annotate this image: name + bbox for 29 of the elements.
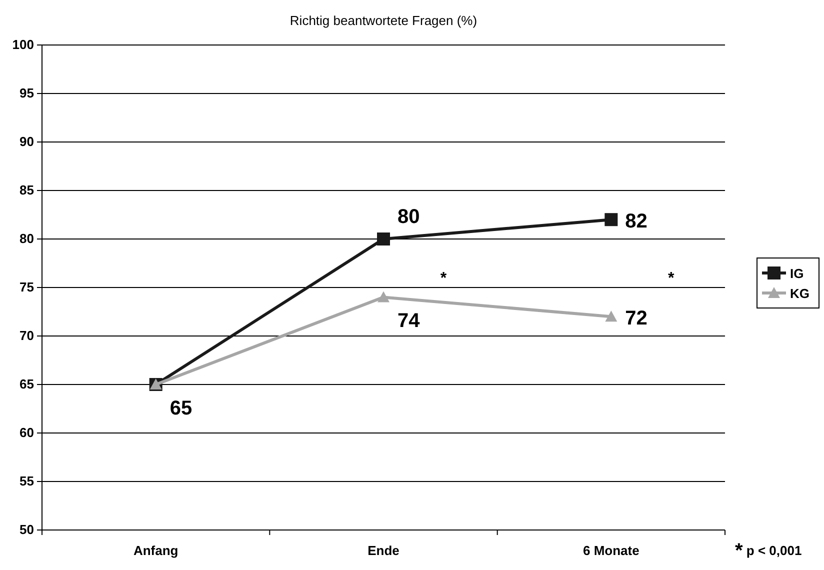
y-tick-label: 60	[20, 425, 34, 440]
data-label: 80	[398, 206, 420, 228]
data-label: 74	[398, 310, 421, 332]
annotation: *	[668, 270, 676, 287]
x-tick-label: Anfang	[133, 543, 178, 558]
y-tick-label: 95	[20, 86, 34, 100]
y-tick-label: 50	[20, 522, 34, 537]
annotation: *	[440, 270, 448, 287]
point	[604, 213, 618, 226]
point	[605, 310, 618, 322]
y-tick-label: 70	[20, 328, 34, 343]
data-label: 72	[625, 308, 648, 330]
y-tick-label: 85	[20, 182, 34, 198]
y-tick-label: 65	[20, 376, 34, 392]
y-tick-label: 80	[20, 231, 34, 246]
x-tick-label: Ende	[368, 543, 400, 558]
y-tick-label: 90	[20, 134, 34, 149]
data-label: 65	[170, 398, 192, 420]
y-tick-label: 75	[20, 280, 34, 294]
legend-label: KG	[790, 286, 810, 301]
chart-title: Richtig beantwortete Fragen (%)	[290, 13, 478, 28]
legend-label: IG	[790, 266, 804, 281]
text: * p < 0,001	[735, 540, 802, 562]
y-tick-label: 55	[20, 474, 34, 488]
y-tick-label: 100	[12, 37, 34, 52]
point	[377, 232, 390, 246]
point	[378, 291, 390, 302]
x-tick-label: 6 Monate	[582, 543, 640, 558]
data-label: 82	[625, 210, 648, 233]
